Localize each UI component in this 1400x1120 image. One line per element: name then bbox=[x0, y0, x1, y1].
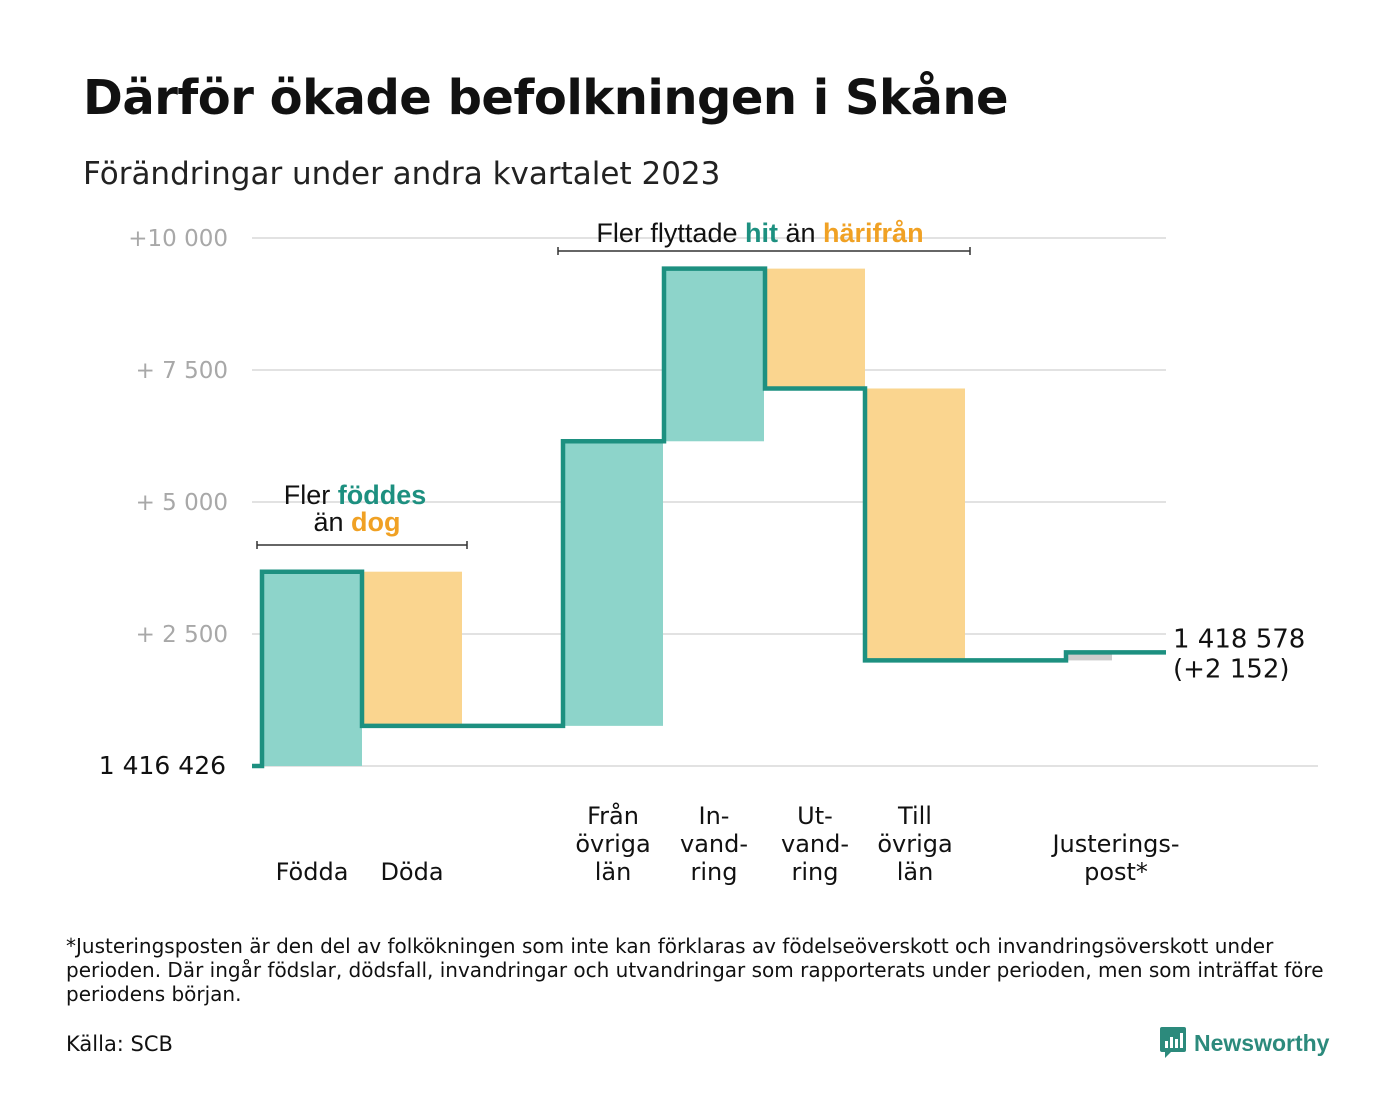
annotation-migration: Fler flyttade hit än härifrån bbox=[596, 218, 923, 248]
x-category-label-line: In- bbox=[699, 802, 730, 830]
y-tick-label: + 2 500 bbox=[136, 622, 228, 648]
running-total-line bbox=[252, 266, 1166, 769]
annotation-part: Fler flyttade bbox=[596, 218, 745, 248]
x-category-label-line: Ut- bbox=[797, 802, 833, 830]
logo-text: Newsworthy bbox=[1194, 1029, 1330, 1056]
annotation-part: föddes bbox=[338, 480, 427, 510]
annotation-births-line2: än dog bbox=[313, 507, 400, 537]
x-category-label: In-vand-ring bbox=[680, 802, 748, 886]
x-category-label-line: post* bbox=[1084, 858, 1148, 886]
annotation-part: Fler bbox=[284, 480, 338, 510]
x-category-label-line: Födda bbox=[276, 858, 349, 886]
y-tick-label: + 5 000 bbox=[136, 490, 228, 516]
x-category-label: Ut-vand-ring bbox=[781, 802, 849, 886]
x-category-label-line: ring bbox=[691, 858, 738, 886]
x-category-label-line: län bbox=[595, 858, 632, 886]
annotation-births-line1: Fler föddes bbox=[284, 480, 427, 510]
newsworthy-logo: Newsworthy bbox=[1160, 1027, 1329, 1059]
x-category-label: Till övriga län bbox=[877, 802, 952, 886]
chart-subtitle: Förändringar under andra kvartalet 2023 bbox=[83, 156, 721, 192]
y-tick-label: +10 000 bbox=[128, 226, 228, 252]
bar-justeringspost bbox=[1066, 652, 1112, 661]
chart-title: Därför ökade befolkningen i Skåne bbox=[83, 70, 1009, 126]
annotation-part: än bbox=[313, 507, 351, 537]
x-category-label-line: Från bbox=[587, 801, 639, 830]
x-category-label: Justerings-post* bbox=[1050, 830, 1179, 886]
x-category-label-line: vand- bbox=[781, 830, 849, 858]
bar-till-ovriga-lan bbox=[865, 388, 965, 661]
x-category-label: Från övriga län bbox=[575, 801, 650, 886]
x-category-label: Födda bbox=[276, 858, 349, 886]
bar-chart-speech-icon bbox=[1160, 1027, 1186, 1058]
x-category-label-line: övriga bbox=[877, 830, 952, 858]
bar-doda bbox=[362, 571, 462, 726]
annotation-part: härifrån bbox=[823, 218, 924, 248]
footnote: *Justeringsposten är den del av folkökni… bbox=[66, 934, 1324, 1006]
source-note: Källa: SCB bbox=[66, 1032, 173, 1056]
x-category-label-line: Till bbox=[897, 802, 932, 830]
end-value-label: 1 418 578 bbox=[1173, 624, 1305, 654]
x-category-label-line: Döda bbox=[380, 858, 443, 886]
bar-fodda bbox=[262, 571, 362, 766]
base-value-label: 1 416 426 bbox=[99, 751, 226, 780]
end-change-label: (+2 152) bbox=[1173, 654, 1290, 684]
bar-utvandring bbox=[765, 268, 865, 389]
x-category-label-line: län bbox=[897, 858, 934, 886]
bar-fran-ovriga-lan bbox=[563, 441, 663, 726]
x-category-label-line: övriga bbox=[575, 830, 650, 858]
annotation-part: än bbox=[778, 218, 823, 248]
x-category-label: Döda bbox=[380, 858, 443, 886]
annotation-part: hit bbox=[745, 218, 778, 248]
y-tick-label: + 7 500 bbox=[136, 358, 228, 384]
bar-invandring bbox=[664, 268, 764, 442]
annotation-part: dog bbox=[351, 507, 400, 537]
x-category-label-line: vand- bbox=[680, 830, 748, 858]
x-category-label-line: Justerings- bbox=[1050, 830, 1179, 858]
x-category-label-line: ring bbox=[792, 858, 839, 886]
